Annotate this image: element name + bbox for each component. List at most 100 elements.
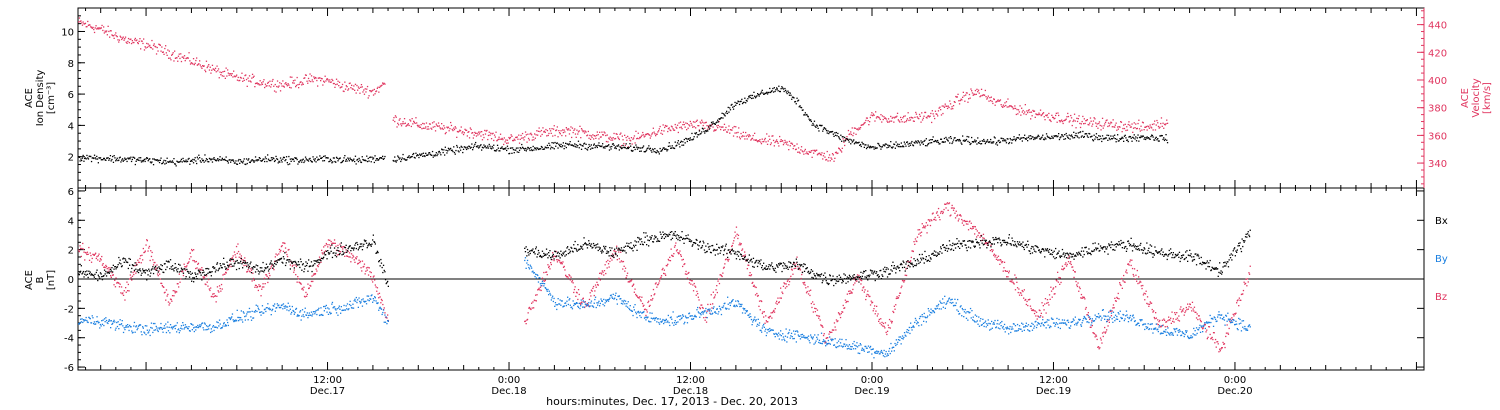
velocity-point xyxy=(1006,106,1008,108)
bz-point xyxy=(98,253,100,255)
bz-point xyxy=(107,270,109,273)
velocity-point xyxy=(143,38,145,40)
velocity-point xyxy=(868,124,870,126)
density-point xyxy=(711,123,713,125)
bz-point xyxy=(900,286,902,289)
velocity-point xyxy=(1166,122,1169,124)
bz-point xyxy=(226,269,228,271)
density-point xyxy=(1129,136,1132,138)
velocity-point xyxy=(503,137,505,139)
density-point xyxy=(158,159,160,161)
bz-point xyxy=(709,312,711,314)
density-point xyxy=(536,147,538,149)
density-point xyxy=(461,146,463,148)
density-point xyxy=(96,158,99,160)
density-point xyxy=(1071,135,1073,138)
bz-point xyxy=(803,283,805,285)
bz-point xyxy=(607,263,610,265)
bz-point xyxy=(740,243,742,245)
bz-point xyxy=(262,283,264,285)
bz-point xyxy=(217,290,219,292)
bz-point xyxy=(655,282,657,284)
velocity-point xyxy=(369,90,371,92)
bz-point xyxy=(1243,281,1245,283)
bz-point xyxy=(323,246,325,248)
velocity-point xyxy=(219,71,221,73)
bz-point xyxy=(166,295,168,297)
bz-point xyxy=(816,314,818,317)
velocity-point xyxy=(639,136,641,139)
top-left-tick-label: 8 xyxy=(68,59,74,70)
velocity-point xyxy=(724,129,726,131)
velocity-point xyxy=(325,80,327,82)
bz-point xyxy=(1133,275,1135,277)
bz-point xyxy=(910,256,912,259)
density-point xyxy=(254,156,257,158)
velocity-point xyxy=(1120,121,1123,123)
velocity-point xyxy=(462,131,464,133)
bz-point xyxy=(671,254,673,256)
velocity-point xyxy=(552,135,554,137)
velocity-point xyxy=(443,125,445,127)
density-point xyxy=(551,142,553,144)
velocity-point xyxy=(231,73,233,75)
velocity-point xyxy=(340,86,342,88)
bottom-left-tick-label: 4 xyxy=(68,216,74,227)
density-point xyxy=(974,141,977,143)
density-point xyxy=(776,87,778,89)
bz-point xyxy=(640,300,642,302)
density-point xyxy=(481,149,483,151)
density-point xyxy=(326,157,328,159)
velocity-point xyxy=(126,42,128,44)
bz-point xyxy=(1018,288,1020,290)
bz-point xyxy=(525,323,527,325)
density-point xyxy=(1113,137,1115,139)
bz-point xyxy=(1136,269,1138,272)
bz-point xyxy=(1058,276,1060,279)
bz-point xyxy=(925,222,927,224)
density-point xyxy=(172,161,174,164)
bz-point xyxy=(164,291,166,293)
velocity-point xyxy=(888,121,890,123)
by-point xyxy=(79,322,81,324)
bz-point xyxy=(914,243,916,245)
velocity-point xyxy=(667,128,670,130)
by-point xyxy=(87,321,89,324)
density-point xyxy=(328,161,330,163)
by-point xyxy=(103,318,106,320)
by-point xyxy=(92,317,94,319)
density-point xyxy=(247,159,249,161)
density-point xyxy=(681,144,683,146)
density-point xyxy=(205,158,208,160)
velocity-point xyxy=(1145,125,1147,128)
density-point xyxy=(945,136,947,139)
bz-point xyxy=(216,295,218,297)
velocity-point xyxy=(154,45,156,48)
bz-point xyxy=(1159,319,1161,322)
velocity-point xyxy=(521,132,524,135)
density-point xyxy=(964,140,966,142)
bz-point xyxy=(1026,300,1028,303)
bz-point xyxy=(807,293,810,295)
velocity-point xyxy=(137,42,139,44)
velocity-point xyxy=(485,130,487,132)
density-point xyxy=(790,94,792,96)
bz-point xyxy=(156,273,159,275)
density-point xyxy=(1160,135,1162,137)
velocity-point xyxy=(118,41,120,43)
density-point xyxy=(813,124,815,126)
bz-point xyxy=(874,305,876,307)
density-point xyxy=(453,146,455,148)
bz-point xyxy=(1040,315,1042,317)
density-point xyxy=(915,141,918,143)
velocity-point xyxy=(1147,125,1149,127)
bz-point xyxy=(615,251,617,253)
velocity-point xyxy=(637,132,639,134)
density-point xyxy=(799,105,801,107)
density-point xyxy=(174,163,176,165)
bz-point xyxy=(223,273,225,275)
bz-point xyxy=(1005,270,1007,272)
bz-point xyxy=(825,337,827,339)
bz-point xyxy=(303,286,305,288)
velocity-point xyxy=(217,70,219,72)
